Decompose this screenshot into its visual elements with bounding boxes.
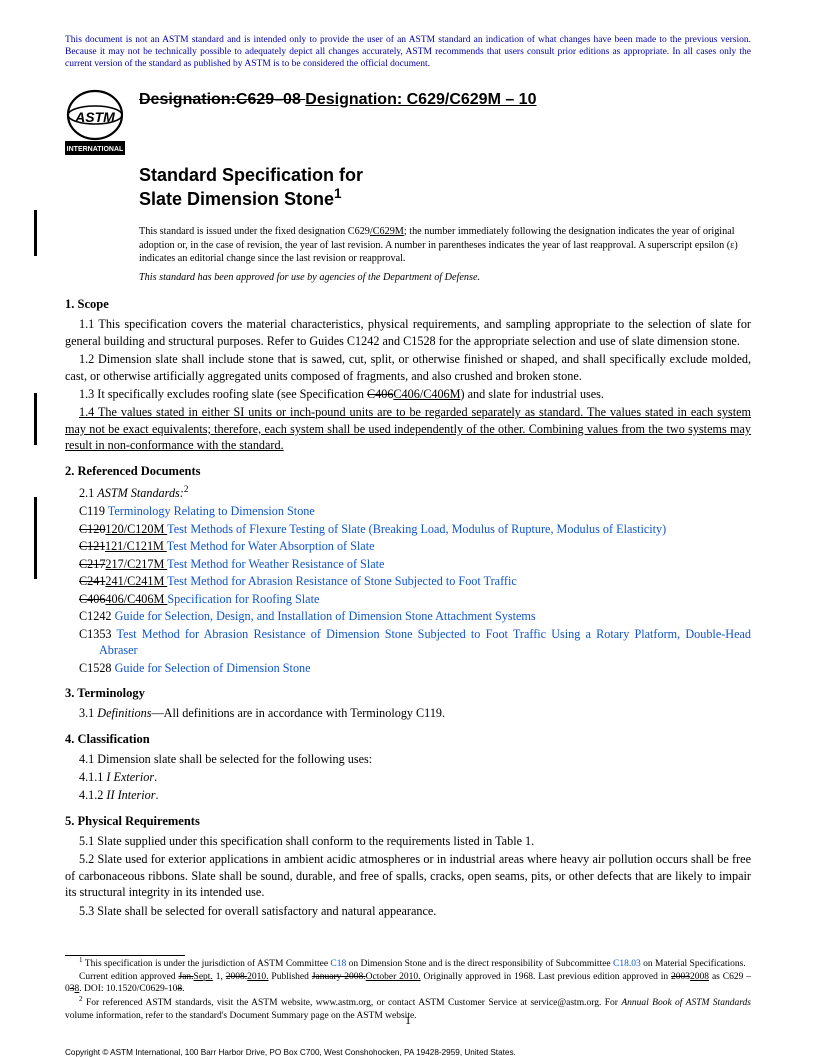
- scope-1-1: 1.1 This specification covers the materi…: [65, 316, 751, 349]
- ref-item: C120120/C120M Test Methods of Flexure Te…: [79, 521, 751, 537]
- ref-link[interactable]: Test Method for Abrasion Resistance of D…: [99, 627, 751, 657]
- phys-5-2: 5.2 Slate used for exterior applications…: [65, 851, 751, 900]
- ref-link[interactable]: Specification for Roofing Slate: [167, 592, 319, 606]
- ref-item: C241241/C241M Test Method for Abrasion R…: [79, 573, 751, 589]
- class-4-1-1: 4.1.1 I Exterior.: [65, 769, 751, 785]
- title-line-2: Slate Dimension Stone1: [139, 186, 751, 211]
- scope-1-3: 1.3 It specifically excludes roofing sla…: [65, 386, 751, 402]
- ref-item: C1242 Guide for Selection, Design, and I…: [79, 608, 751, 624]
- ref-item: C1353 Test Method for Abrasion Resistanc…: [79, 626, 751, 659]
- section-head-phys: 5. Physical Requirements: [65, 814, 751, 829]
- committee-link[interactable]: C18: [330, 959, 346, 969]
- ref-link[interactable]: Guide for Selection, Design, and Install…: [115, 609, 536, 623]
- section-head-refs: 2. Referenced Documents: [65, 464, 751, 479]
- phys-5-1: 5.1 Slate supplied under this specificat…: [65, 833, 751, 849]
- change-bar-icon: [34, 210, 37, 256]
- subcommittee-link[interactable]: C18.03: [613, 959, 641, 969]
- title-block: Standard Specification for Slate Dimensi…: [139, 165, 751, 211]
- svg-text:INTERNATIONAL: INTERNATIONAL: [67, 146, 124, 153]
- ref-link[interactable]: Test Method for Abrasion Resistance of S…: [167, 574, 517, 588]
- section-head-scope: 1. Scope: [65, 297, 751, 312]
- phys-5-3: 5.3 Slate shall be selected for overall …: [65, 903, 751, 919]
- designation-line: Designation:C629–08 Designation: C629/C6…: [139, 91, 536, 109]
- new-designation: Designation: C629/C629M – 10: [305, 91, 536, 108]
- ref-item: C217217/C217M Test Method for Weather Re…: [79, 556, 751, 572]
- ref-item: C1528 Guide for Selection of Dimension S…: [79, 660, 751, 676]
- footnote-1-edition: Current edition approved Jan.Sept. 1, 20…: [65, 971, 751, 996]
- svg-text:ASTM: ASTM: [74, 109, 115, 125]
- issue-note: This standard is issued under the fixed …: [139, 225, 751, 266]
- old-designation: Designation:C629–08: [139, 91, 305, 108]
- change-bar-icon: [34, 497, 37, 579]
- scope-1-2: 1.2 Dimension slate shall include stone …: [65, 351, 751, 384]
- ref-link[interactable]: Test Method for Weather Resistance of Sl…: [167, 557, 384, 571]
- page-number: 1: [0, 1013, 816, 1028]
- header-row: ASTM INTERNATIONAL Designation:C629–08 D…: [65, 89, 751, 157]
- class-4-1-2: 4.1.2 II Interior.: [65, 787, 751, 803]
- section-head-term: 3. Terminology: [65, 686, 751, 701]
- ref-link[interactable]: Terminology Relating to Dimension Stone: [108, 504, 315, 518]
- disclaimer-text: This document is not an ASTM standard an…: [65, 35, 751, 71]
- ref-item: C406406/C406M Specification for Roofing …: [79, 591, 751, 607]
- ref-item: C119 Terminology Relating to Dimension S…: [79, 503, 751, 519]
- section-head-class: 4. Classification: [65, 732, 751, 747]
- title-line-1: Standard Specification for: [139, 165, 751, 187]
- ref-item: C121121/C121M Test Method for Water Abso…: [79, 538, 751, 554]
- class-4-1: 4.1 Dimension slate shall be selected fo…: [65, 751, 751, 767]
- astm-logo: ASTM INTERNATIONAL: [65, 89, 125, 157]
- scope-1-4: 1.4 The values stated in either SI units…: [65, 404, 751, 453]
- ref-link[interactable]: Guide for Selection of Dimension Stone: [115, 661, 311, 675]
- refs-sub: 2.1 ASTM Standards:2: [79, 483, 751, 502]
- ref-link[interactable]: Test Method for Water Absorption of Slat…: [167, 539, 375, 553]
- ref-link[interactable]: Test Methods of Flexure Testing of Slate…: [167, 522, 666, 536]
- change-bar-icon: [34, 393, 37, 445]
- term-3-1: 3.1 Definitions—All definitions are in a…: [65, 705, 751, 721]
- dod-note: This standard has been approved for use …: [139, 272, 751, 283]
- footnote-1: 1 This specification is under the jurisd…: [65, 956, 751, 971]
